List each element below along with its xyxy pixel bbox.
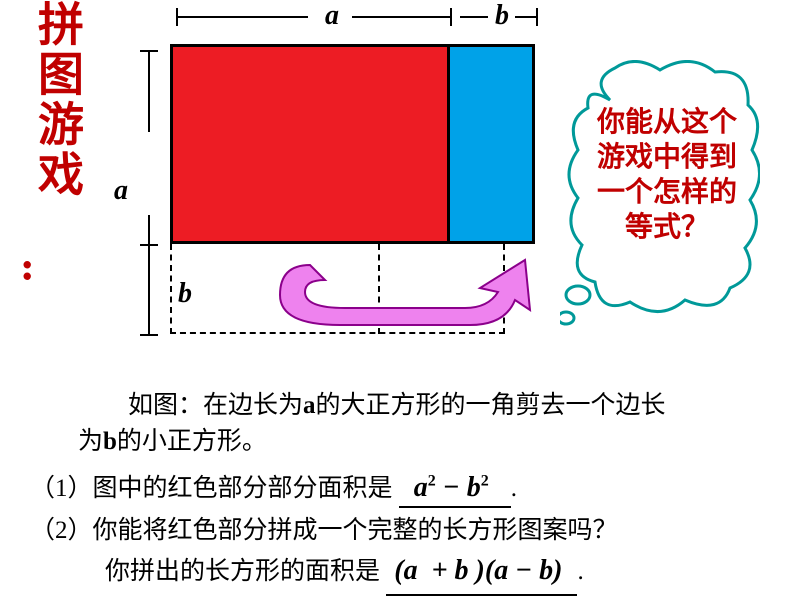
- dim-tick-left: [176, 8, 178, 26]
- q1-text: （1）图中的红色部分部分面积是: [30, 475, 393, 502]
- dim-tick-ab: [450, 8, 452, 26]
- intro-line2: 为b的小正方形。: [78, 428, 267, 455]
- dim-line-a-bot-v: [148, 215, 150, 335]
- dim-line-a-top-v: [148, 52, 150, 132]
- q1-formula: a2 − b2: [399, 472, 511, 508]
- intro-text: 如图：在边长为a的大正方形的一角剪去一个边长 为b的小正方形。: [78, 388, 758, 461]
- dim-label-a-top: a: [325, 0, 339, 32]
- dim-tick-bot-left: [140, 334, 158, 336]
- question-1: （1）图中的红色部分部分面积是 a2 − b2 .: [30, 468, 517, 508]
- red-square: [170, 44, 450, 244]
- dim-line-b-left: [460, 16, 488, 18]
- title-colon: ..: [13, 259, 66, 282]
- page-title-vertical: 拼图游戏: [24, 0, 90, 200]
- dim-tick-top-left: [140, 50, 158, 52]
- dim-line-a-right: [352, 16, 452, 18]
- dim-tick-right: [536, 8, 538, 26]
- q2-formula: (a + b )(a − b): [386, 550, 577, 596]
- dim-label-a-left: a: [114, 175, 128, 207]
- intro-line1: 如图：在边长为a的大正方形的一角剪去一个边长: [78, 392, 666, 419]
- dim-tick-mid-left: [140, 244, 158, 246]
- q2-line2-prefix: 你拼出的长方形的面积是: [30, 558, 380, 585]
- question-2: （2）你能将红色部分拼成一个完整的长方形图案吗？ 你拼出的长方形的面积是 (a …: [30, 512, 618, 596]
- blue-rectangle: [450, 44, 535, 244]
- dim-line-b-right: [515, 16, 537, 18]
- q2-line1: （2）你能将红色部分拼成一个完整的长方形图案吗？: [30, 517, 618, 544]
- dim-label-b-top: b: [495, 0, 509, 32]
- bubble-question: 你能从这个游戏中得到一个怎样的等式？: [592, 105, 742, 245]
- dim-line-a-left: [178, 16, 308, 18]
- transform-arrow: [270, 240, 565, 340]
